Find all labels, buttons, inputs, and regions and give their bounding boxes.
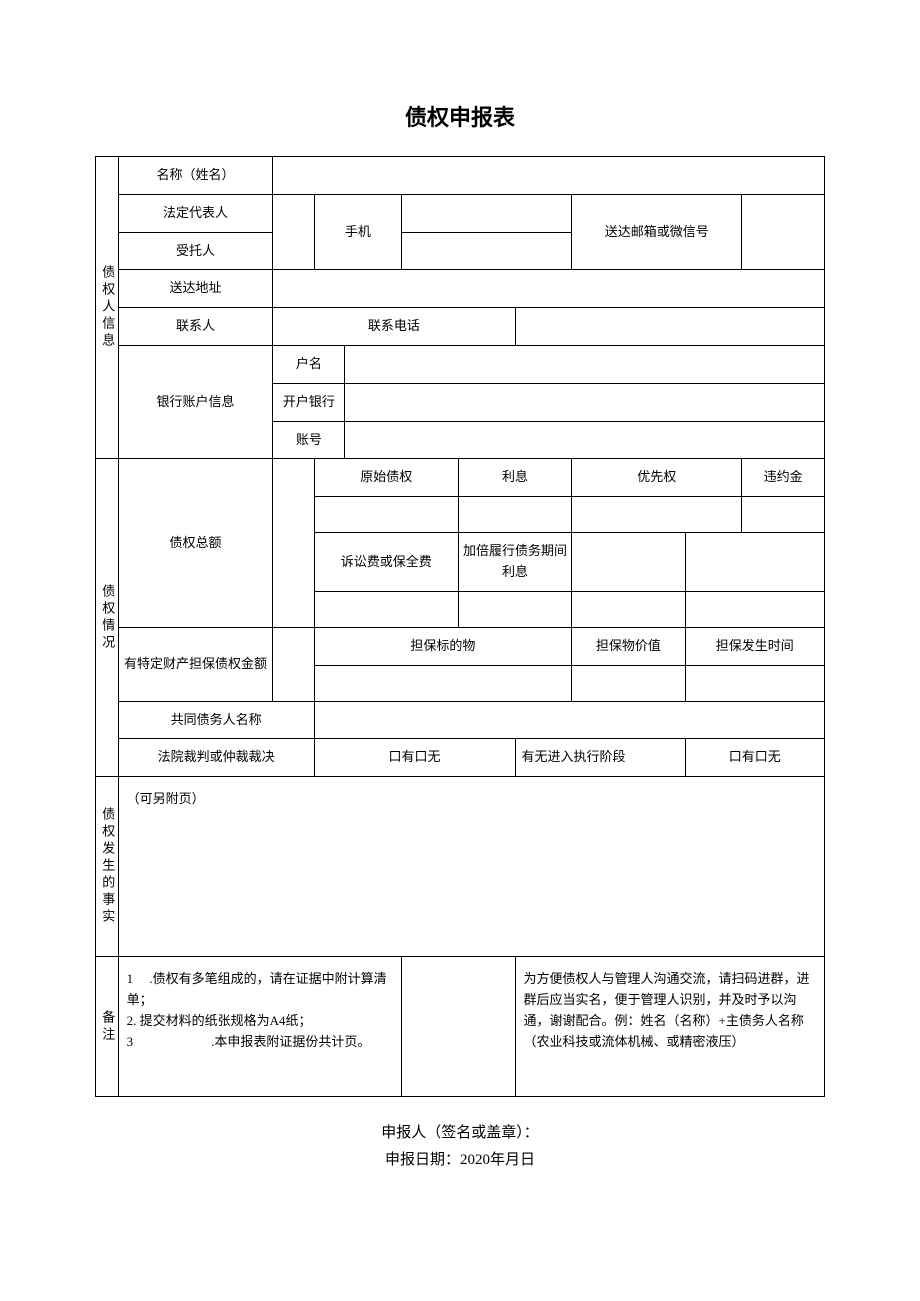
value-collateral — [314, 665, 572, 701]
value-execution: 口有口无 — [685, 739, 824, 777]
value-empty-2 — [685, 533, 824, 592]
value-phone-2 — [402, 232, 572, 270]
label-delivery-addr: 送达地址 — [118, 270, 273, 308]
label-double-interest: 加倍履行债务期间利息 — [458, 533, 571, 592]
value-court-ruling: 口有口无 — [314, 739, 515, 777]
section-remarks: 备注 — [96, 957, 119, 1097]
value-account-name — [345, 345, 825, 383]
value-bank — [345, 383, 825, 421]
label-collateral: 担保标的物 — [314, 627, 572, 665]
value-secured-amount — [273, 627, 314, 701]
label-total: 债权总额 — [118, 459, 273, 627]
label-account-no: 账号 — [273, 421, 345, 459]
label-contact-phone: 联系电话 — [273, 308, 515, 346]
value-collateral-value — [572, 665, 685, 701]
remarks-right: 为方便债权人与管理人沟通交流，请扫码进群，进群后应当实名，便于管理人识别，并及时… — [515, 957, 824, 1097]
value-account-no — [345, 421, 825, 459]
footer: 申报人（签名或盖章）： 申报日期：2020年月日 — [95, 1121, 825, 1169]
label-priority: 优先权 — [572, 459, 742, 497]
remarks-left: 1 .债权有多笔组成的，请在证据中附计算清单； 2. 提交材料的纸张规格为A4纸… — [118, 957, 401, 1097]
label-account-name: 户名 — [273, 345, 345, 383]
label-execution: 有无进入执行阶段 — [515, 739, 685, 777]
value-double-interest — [458, 591, 571, 627]
value-empty-1 — [572, 533, 685, 592]
section-facts: 债权发生的事实 — [96, 777, 119, 957]
value-interest — [458, 497, 571, 533]
value-original — [314, 497, 458, 533]
value-delivery-mail — [742, 194, 825, 270]
value-delivery-addr — [273, 270, 825, 308]
value-facts: （可另附页） — [118, 777, 824, 957]
label-contact: 联系人 — [118, 308, 273, 346]
label-collateral-time: 担保发生时间 — [685, 627, 824, 665]
label-original: 原始债权 — [314, 459, 458, 497]
footer-date: 申报日期：2020年月日 — [95, 1148, 825, 1169]
footer-signer: 申报人（签名或盖章）： — [95, 1121, 825, 1142]
value-legal-rep — [273, 194, 314, 270]
remarks-mid — [402, 957, 515, 1097]
section-creditor-info: 债权人信息 — [96, 157, 119, 459]
value-collateral-time — [685, 665, 824, 701]
value-litigation-fee — [314, 591, 458, 627]
label-co-debtor: 共同债务人名称 — [118, 701, 314, 739]
value-name — [273, 157, 825, 195]
label-bank-info: 银行账户信息 — [118, 345, 273, 458]
page-title: 债权申报表 — [95, 100, 825, 132]
label-interest: 利息 — [458, 459, 571, 497]
label-name: 名称（姓名） — [118, 157, 273, 195]
label-trustee: 受托人 — [118, 232, 273, 270]
value-penalty — [742, 497, 825, 533]
value-co-debtor — [314, 701, 824, 739]
section-claim-info: 债权情况 — [96, 459, 119, 777]
value-contact-phone — [515, 308, 824, 346]
label-phone: 手机 — [314, 194, 402, 270]
label-bank: 开户银行 — [273, 383, 345, 421]
value-phone-1 — [402, 194, 572, 232]
value-total — [273, 459, 314, 627]
label-court-ruling: 法院裁判或仲裁裁决 — [118, 739, 314, 777]
label-litigation-fee: 诉讼费或保全费 — [314, 533, 458, 592]
label-collateral-value: 担保物价值 — [572, 627, 685, 665]
value-empty-4 — [685, 591, 824, 627]
label-legal-rep: 法定代表人 — [118, 194, 273, 232]
label-penalty: 违约金 — [742, 459, 825, 497]
value-empty-3 — [572, 591, 685, 627]
value-priority — [572, 497, 742, 533]
label-secured-amount: 有特定财产担保债权金额 — [118, 627, 273, 701]
claim-declaration-table: 债权人信息 名称（姓名） 法定代表人 手机 送达邮箱或微信号 受托人 送达地址 … — [95, 156, 825, 1097]
label-delivery-mail: 送达邮箱或微信号 — [572, 194, 742, 270]
